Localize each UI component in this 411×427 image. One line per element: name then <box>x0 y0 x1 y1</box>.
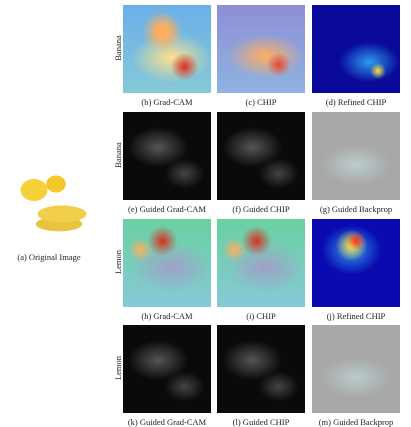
panel-image <box>312 325 400 413</box>
original-image <box>4 162 94 240</box>
caption: (a) Original Image <box>17 252 81 262</box>
caption: (h) Grad-CAM <box>141 311 193 321</box>
panel-image <box>123 112 211 200</box>
caption: (f) Guided CHIP <box>232 204 290 214</box>
caption: (e) Guided Grad-CAM <box>128 204 206 214</box>
panel-image <box>217 112 305 200</box>
panel-image <box>217 219 305 307</box>
panel-image <box>217 325 305 413</box>
row-label: Banana <box>113 35 123 61</box>
caption: (g) Guided Backprop <box>319 204 393 214</box>
panel-image <box>312 112 400 200</box>
caption: (c) CHIP <box>245 97 277 107</box>
panel-image <box>312 5 400 93</box>
panel-image <box>312 219 400 307</box>
caption: (k) Guided Grad-CAM <box>127 417 207 427</box>
row-label: Lemon <box>113 249 123 275</box>
caption: (b) Grad-CAM <box>141 97 193 107</box>
panel-image <box>123 219 211 307</box>
caption: (l) Guided CHIP <box>232 417 290 427</box>
caption: (d) Refined CHIP <box>325 97 387 107</box>
row-label: Lemon <box>113 355 123 381</box>
panel-image <box>123 325 211 413</box>
caption: (i) CHIP <box>246 311 276 321</box>
caption: (m) Guided Backprop <box>318 417 394 427</box>
caption: (j) Refined CHIP <box>326 311 386 321</box>
panel-image <box>123 5 211 93</box>
panel-image <box>217 5 305 93</box>
row-label: Banana <box>113 142 123 168</box>
